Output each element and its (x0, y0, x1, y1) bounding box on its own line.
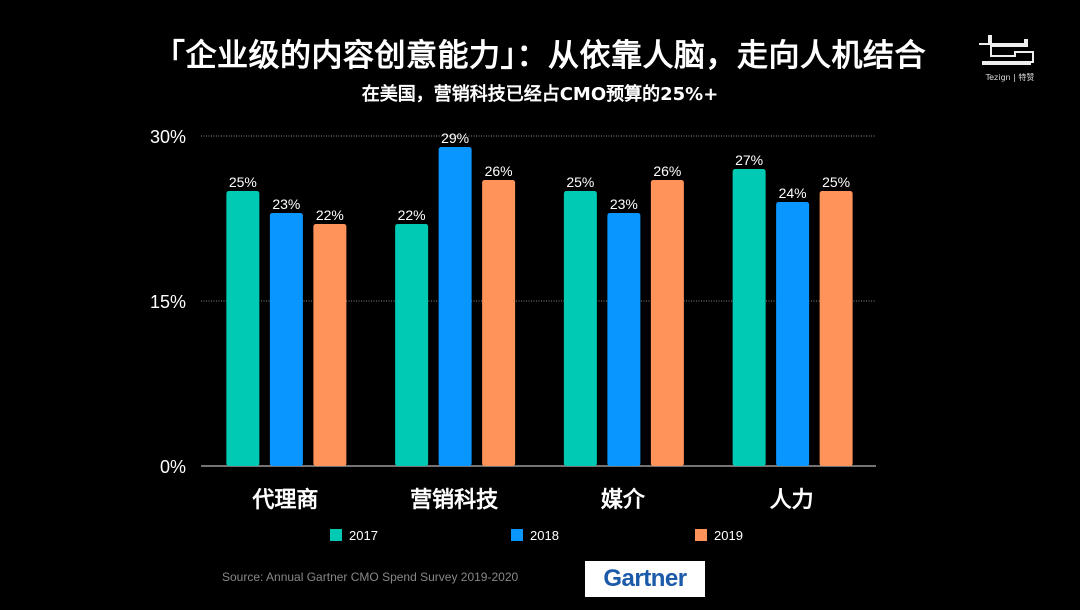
bar (819, 191, 853, 466)
data-label: 24% (779, 185, 807, 201)
data-label: 26% (653, 163, 681, 179)
legend-label: 2018 (530, 528, 559, 543)
data-label: 25% (229, 174, 257, 190)
legend-swatch (695, 529, 707, 541)
bar-chart: 0% 15% 30% 25% 23% 22% 代理商 22% 29% 26% 营销科技 25% 23% 2… (150, 127, 876, 543)
data-label: 22% (398, 207, 426, 223)
tezign-logo-text: Tezign | 特赞 (985, 73, 1035, 82)
legend-label: 2019 (714, 528, 743, 543)
data-label: 25% (566, 174, 594, 190)
bar (269, 213, 303, 466)
y-tick-label: 0% (160, 457, 186, 477)
bar (650, 180, 684, 466)
data-label: 23% (272, 196, 300, 212)
legend-swatch (330, 529, 342, 541)
source-note: Source: Annual Gartner CMO Spend Survey … (222, 570, 519, 584)
bar (313, 224, 347, 466)
tezign-logo-icon (979, 35, 1034, 65)
data-label: 22% (316, 207, 344, 223)
data-label: 29% (441, 130, 469, 146)
data-label: 25% (822, 174, 850, 190)
bar (438, 147, 472, 466)
y-tick-label: 30% (150, 127, 186, 147)
x-category-label: 人力 (770, 488, 814, 513)
legend-label: 2017 (349, 528, 378, 543)
bar (776, 202, 810, 466)
bar (607, 213, 641, 466)
legend-swatch (511, 529, 523, 541)
gartner-logo: Gartner (585, 561, 705, 597)
bar (563, 191, 597, 466)
slide-title: 「企业级的内容创意能力」：从依靠人脑，走向人机结合 (154, 38, 926, 74)
x-category-label: 代理商 (251, 487, 318, 513)
slide-subtitle: 在美国，营销科技已经占CMO预算的25%+ (361, 84, 719, 105)
gartner-logo-text: Gartner (603, 565, 687, 592)
x-category-label: 媒介 (601, 487, 646, 513)
bar (395, 224, 429, 466)
x-category-label: 营销科技 (410, 488, 499, 513)
bar (226, 191, 260, 466)
bar (732, 169, 766, 466)
data-label: 26% (485, 163, 513, 179)
bar (482, 180, 516, 466)
data-label: 27% (735, 152, 763, 168)
y-tick-label: 15% (150, 292, 186, 312)
data-label: 23% (610, 196, 638, 212)
